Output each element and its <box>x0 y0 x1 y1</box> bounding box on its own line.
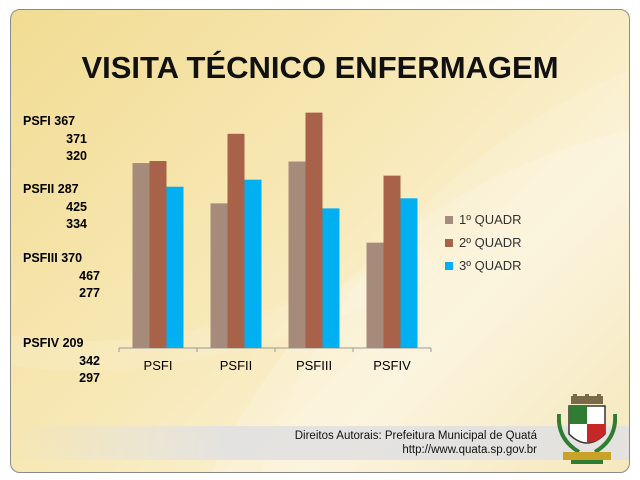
x-tick-label: PSFII <box>220 358 253 373</box>
x-tick-label: PSFIII <box>296 358 332 373</box>
side-label-value: 320 <box>66 149 87 163</box>
side-label-value: 371 <box>66 131 87 146</box>
side-label-group-psfi: PSFI 367 371 320 <box>23 113 87 166</box>
legend-swatch <box>445 261 453 270</box>
side-label-value: 297 <box>79 371 100 385</box>
bar-chart: PSFI PSFII PSFIII PSFIV <box>118 112 432 373</box>
side-label-value: 370 <box>61 251 83 265</box>
bar-psfi-series-2 <box>149 161 167 348</box>
copyright-text: Direitos Autorais: Prefeitura Municipal … <box>294 430 537 442</box>
background-swoosh <box>11 70 629 472</box>
legend-label: 3º QUADR <box>459 258 522 273</box>
x-tick-label: PSFI <box>144 358 173 373</box>
side-label-value: 342 <box>79 353 100 368</box>
bar-psfii-series-3 <box>244 179 262 348</box>
x-tick-label: PSFIV <box>373 358 411 373</box>
legend-item: 1º QUADR <box>445 208 522 231</box>
bar-psfiv-series-3 <box>400 198 418 348</box>
bar-psfiv-series-1 <box>366 242 384 348</box>
side-label-value: 467 <box>79 268 100 283</box>
bar-psfiii-series-2 <box>305 112 323 349</box>
legend-swatch <box>445 215 453 224</box>
footer-band <box>11 426 629 460</box>
side-label-name: PSFII <box>23 182 55 196</box>
bar-psfii-series-1 <box>210 203 228 348</box>
chart-legend: 1º QUADR 2º QUADR 3º QUADR <box>445 208 522 277</box>
side-label-value: 367 <box>54 114 76 128</box>
website-link[interactable]: http://www.quata.sp.gov.br <box>402 444 537 456</box>
side-label-value: 425 <box>66 199 87 214</box>
bar-psfi-series-3 <box>166 186 184 348</box>
side-label-value: 209 <box>62 336 84 350</box>
side-label-name: PSFIV <box>23 336 60 350</box>
side-label-name: PSFI <box>23 114 51 128</box>
legend-swatch <box>445 238 453 247</box>
bar-psfiii-series-1 <box>288 161 306 348</box>
side-label-value: 277 <box>79 286 100 300</box>
slide: VISITA TÉCNICO ENFERMAGEM PSFI 367 371 3… <box>10 9 630 473</box>
footer-credits: Direitos Autorais: Prefeitura Municipal … <box>295 429 537 457</box>
side-label-group-psfiii: PSFIII 370 467 277 <box>23 250 100 303</box>
side-label-value: 334 <box>66 217 87 231</box>
municipal-crest-logo <box>557 394 617 464</box>
legend-item: 2º QUADR <box>445 231 522 254</box>
legend-label: 1º QUADR <box>459 212 522 227</box>
bar-psfiii-series-3 <box>322 208 340 348</box>
page-title: VISITA TÉCNICO ENFERMAGEM <box>81 50 559 85</box>
bar-psfiv-series-2 <box>383 175 401 348</box>
side-label-group-psfiv: PSFIV 209 342 297 <box>23 335 100 388</box>
bar-psfi-series-1 <box>132 163 150 348</box>
side-label-group-psfii: PSFII 287 425 334 <box>23 181 87 234</box>
bar-psfii-series-2 <box>227 133 245 348</box>
side-label-name: PSFIII <box>23 251 58 265</box>
side-label-value: 287 <box>57 182 79 196</box>
legend-label: 2º QUADR <box>459 235 522 250</box>
legend-item: 3º QUADR <box>445 254 522 277</box>
